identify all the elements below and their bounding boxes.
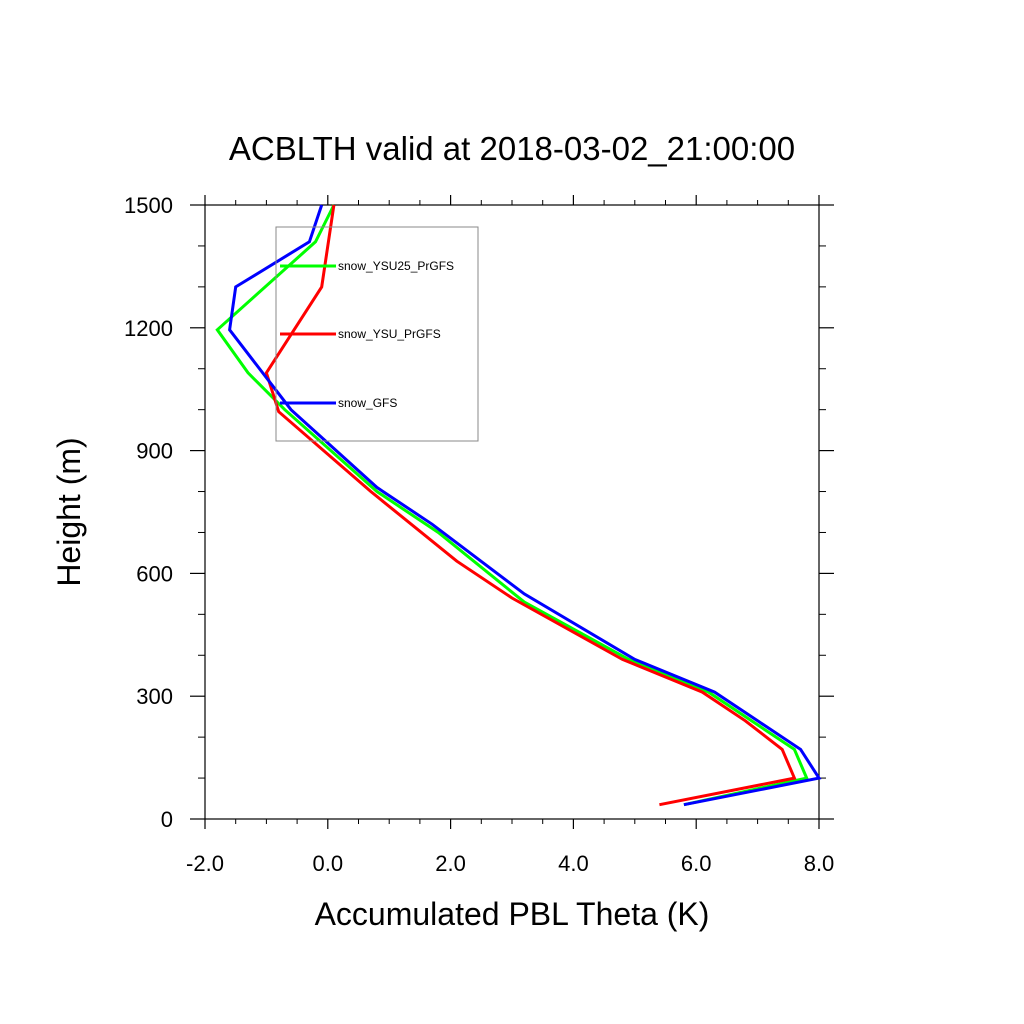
series-line-snow_YSU_PrGFS (264, 204, 797, 807)
chart-title: ACBLTH valid at 2018-03-02_21:00:00 (229, 130, 795, 167)
legend-box (275, 226, 479, 442)
legend-label: snow_YSU_PrGFS (338, 327, 441, 341)
x-tick-label: 0.0 (313, 851, 344, 876)
y-tick-label: 1500 (124, 193, 173, 218)
series-layer (215, 204, 822, 807)
x-tick-label: 6.0 (681, 851, 712, 876)
y-tick-label: 0 (161, 807, 173, 832)
x-axis-label: Accumulated PBL Theta (K) (315, 896, 710, 932)
series-line-snow_GFS (228, 204, 822, 807)
x-tick-label: 2.0 (435, 851, 466, 876)
x-tick-label: -2.0 (186, 851, 224, 876)
axis-ticks: -2.0 0.0 2.0 4.0 6.0 8.0 0 300 600 900 1200 1500 (124, 193, 834, 876)
y-tick-label: 900 (136, 439, 173, 464)
legend: snow_YSU25_PrGFS snow_YSU_PrGFS snow_GFS (280, 259, 454, 410)
x-tick-label: 4.0 (558, 851, 589, 876)
legend-label: snow_GFS (338, 396, 397, 410)
series-line-snow_YSU25_PrGFS (215, 204, 809, 807)
y-tick-label: 300 (136, 684, 173, 709)
y-axis-label: Height (m) (51, 437, 87, 586)
y-tick-label: 1200 (124, 316, 173, 341)
x-tick-label: 8.0 (804, 851, 835, 876)
plot-frame (204, 204, 820, 820)
legend-label: snow_YSU25_PrGFS (338, 259, 454, 273)
y-tick-label: 600 (136, 561, 173, 586)
